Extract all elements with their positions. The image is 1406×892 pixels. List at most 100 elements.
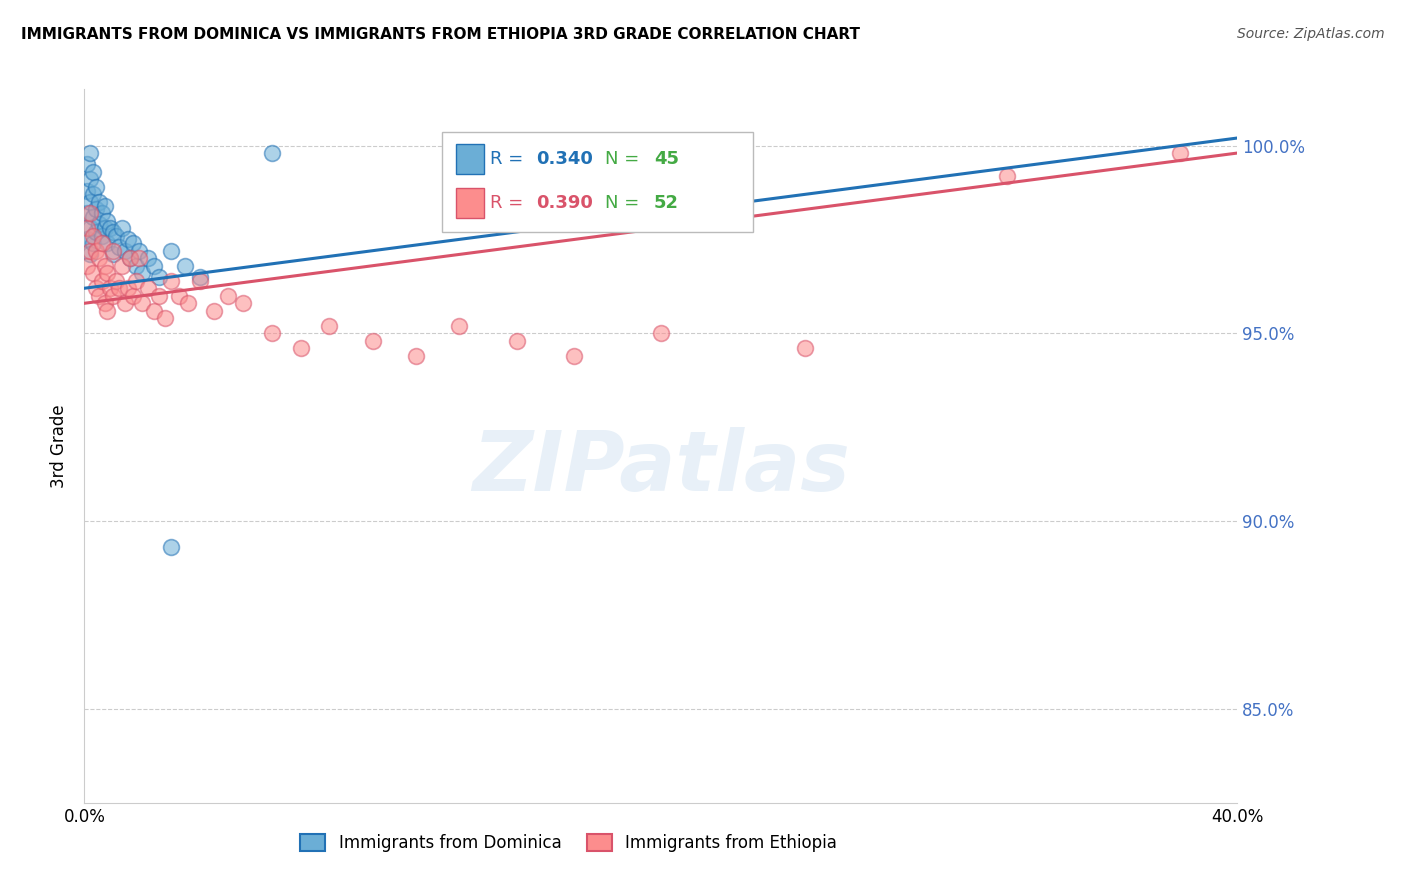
Point	[1168, 146, 1191, 161]
Point	[120, 251, 142, 265]
Point	[131, 296, 153, 310]
Point	[148, 289, 170, 303]
Point	[79, 206, 101, 220]
Point	[93, 296, 115, 310]
Point	[90, 274, 112, 288]
Point	[114, 296, 136, 310]
Point	[128, 244, 150, 258]
Point	[128, 251, 150, 265]
Text: R =: R =	[491, 150, 529, 168]
Point	[93, 199, 115, 213]
Point	[87, 289, 110, 303]
Point	[117, 232, 139, 246]
Point	[93, 221, 115, 235]
Point	[160, 244, 183, 258]
Point	[96, 213, 118, 227]
Point	[103, 225, 124, 239]
Point	[84, 202, 107, 217]
Point	[84, 179, 107, 194]
Point	[122, 236, 145, 251]
Point	[153, 311, 176, 326]
Point	[76, 206, 98, 220]
Point	[103, 244, 124, 258]
Point	[125, 274, 148, 288]
Point	[318, 318, 340, 333]
Point	[82, 210, 104, 224]
Point	[160, 274, 183, 288]
Legend: Immigrants from Dominica, Immigrants from Ethiopia: Immigrants from Dominica, Immigrants fro…	[294, 827, 844, 859]
Text: 52: 52	[654, 194, 679, 212]
Point	[96, 303, 118, 318]
Point	[148, 270, 170, 285]
Point	[449, 318, 471, 333]
Point	[87, 194, 110, 209]
Point	[87, 218, 110, 232]
Point	[108, 240, 131, 254]
Point	[79, 247, 101, 261]
Point	[564, 349, 586, 363]
Point	[142, 259, 165, 273]
Point	[122, 289, 145, 303]
Point	[650, 326, 672, 341]
Text: 45: 45	[654, 150, 679, 168]
Point	[260, 326, 283, 341]
Point	[76, 221, 98, 235]
Point	[79, 244, 101, 258]
Point	[114, 244, 136, 258]
Text: ZIPatlas: ZIPatlas	[472, 427, 849, 508]
Point	[131, 266, 153, 280]
Point	[260, 146, 283, 161]
Point	[79, 194, 101, 209]
Point	[290, 342, 312, 356]
Point	[82, 236, 104, 251]
Point	[160, 541, 183, 555]
Point	[93, 259, 115, 273]
Point	[82, 228, 104, 243]
Point	[79, 172, 101, 186]
Point	[125, 259, 148, 273]
Point	[76, 232, 98, 246]
Text: 0.390: 0.390	[536, 194, 593, 212]
Point	[218, 289, 240, 303]
Point	[84, 244, 107, 258]
Point	[111, 259, 134, 273]
Y-axis label: 3rd Grade: 3rd Grade	[51, 404, 69, 488]
Point	[76, 259, 98, 273]
FancyBboxPatch shape	[456, 145, 485, 174]
Point	[188, 270, 211, 285]
Point	[105, 274, 128, 288]
Text: Source: ZipAtlas.com: Source: ZipAtlas.com	[1237, 27, 1385, 41]
Point	[84, 225, 107, 239]
Point	[995, 169, 1018, 183]
Point	[136, 251, 159, 265]
Point	[174, 259, 197, 273]
Point	[506, 334, 529, 348]
Point	[108, 281, 131, 295]
Point	[98, 281, 121, 295]
Point	[103, 247, 124, 261]
Text: R =: R =	[491, 194, 529, 212]
Point	[79, 221, 101, 235]
Point	[103, 289, 124, 303]
Point	[142, 303, 165, 318]
Point	[232, 296, 254, 310]
FancyBboxPatch shape	[456, 188, 485, 219]
Point	[169, 289, 191, 303]
Point	[177, 296, 200, 310]
Point	[79, 146, 101, 161]
Point	[117, 281, 139, 295]
Point	[136, 281, 159, 295]
Point	[96, 236, 118, 251]
FancyBboxPatch shape	[441, 132, 754, 232]
Point	[202, 303, 225, 318]
Point	[794, 342, 817, 356]
Text: IMMIGRANTS FROM DOMINICA VS IMMIGRANTS FROM ETHIOPIA 3RD GRADE CORRELATION CHART: IMMIGRANTS FROM DOMINICA VS IMMIGRANTS F…	[21, 27, 860, 42]
Point	[76, 157, 98, 171]
Point	[82, 165, 104, 179]
Point	[76, 184, 98, 198]
Text: 0.340: 0.340	[536, 150, 593, 168]
Point	[105, 228, 128, 243]
Point	[90, 228, 112, 243]
Point	[90, 206, 112, 220]
Text: N =: N =	[606, 150, 645, 168]
